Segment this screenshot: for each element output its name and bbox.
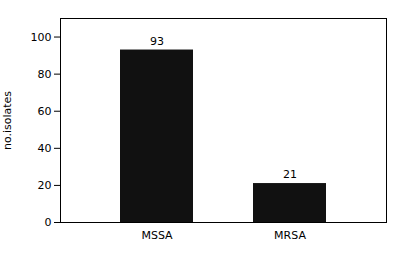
svg-text:60: 60	[38, 105, 52, 118]
svg-text:100: 100	[31, 31, 52, 44]
svg-text:40: 40	[38, 142, 52, 155]
svg-text:no.isolates: no.isolates	[1, 91, 14, 150]
svg-text:MRSA: MRSA	[274, 229, 306, 242]
svg-text:0: 0	[45, 216, 52, 229]
svg-text:20: 20	[38, 179, 52, 192]
svg-text:MSSA: MSSA	[141, 229, 173, 242]
svg-text:21: 21	[283, 168, 297, 181]
svg-text:80: 80	[38, 68, 52, 81]
svg-text:93: 93	[150, 35, 164, 48]
